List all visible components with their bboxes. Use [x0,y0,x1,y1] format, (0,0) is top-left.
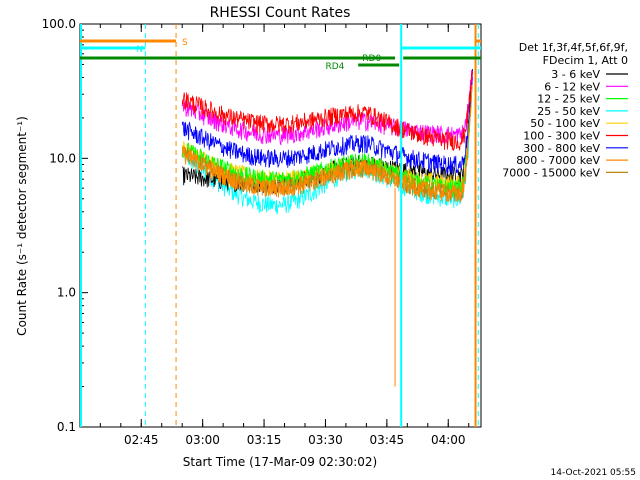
legend-entry-label: 7000 - 15000 keV [502,166,600,179]
legend-entry-label: 3 - 6 keV [551,68,600,81]
annotation-group: S N RD0 RD4 [80,24,481,427]
y-axis-label: Count Rate (s⁻¹ detector segment⁻¹) [15,116,29,336]
x-axis: 02:45 03:00 03:15 03:30 03:45 04:00 [99,24,470,447]
date-stamp: 14-Oct-2021 05:55 [551,468,636,478]
series-line-5 [181,71,473,151]
series-line-1 [181,69,473,146]
legend-entry-label: 100 - 300 keV [523,130,600,143]
x-tick-label: 02:45 [124,433,159,447]
x-tick-label: 04:00 [431,433,466,447]
y-tick-label: 10.0 [49,151,76,165]
legend: Det 1f,3f,4f,5f,6f,9f, FDecim 1, Att 0 3… [502,41,628,179]
y-tick-label: 100.0 [42,17,76,31]
n-label: N [136,45,143,55]
series-line-8 [181,75,473,203]
legend-entry-label: 300 - 800 keV [523,142,600,155]
rd4-label: RD4 [325,62,344,72]
rd0-label: RD0 [362,54,381,64]
legend-entry-label: 6 - 12 keV [544,80,600,93]
x-tick-label: 03:45 [370,433,405,447]
y-axis: 0.1 1.0 10.0 100.0 [42,17,88,434]
legend-entry-label: 12 - 25 keV [537,93,600,106]
x-tick-label: 03:15 [247,433,282,447]
legend-header-2: FDecim 1, Att 0 [543,54,628,67]
x-axis-label: Start Time (17-Mar-09 02:30:02) [183,455,377,469]
legend-entry-label: 50 - 100 keV [530,117,600,130]
series-group [181,68,473,387]
chart-title: RHESSI Count Rates [210,5,351,21]
y-tick-label: 1.0 [57,286,76,300]
x-tick-label: 03:00 [185,433,220,447]
s-label: S [182,38,188,48]
series-line-6 [181,77,473,174]
legend-entry-label: 25 - 50 keV [537,105,600,118]
series-line-7 [181,72,473,203]
plot-frame [79,23,482,428]
legend-entry-label: 800 - 7000 keV [516,154,600,167]
x-tick-label: 03:30 [308,433,343,447]
legend-header-1: Det 1f,3f,4f,5f,6f,9f, [519,41,628,54]
y-tick-label: 0.1 [57,420,76,434]
